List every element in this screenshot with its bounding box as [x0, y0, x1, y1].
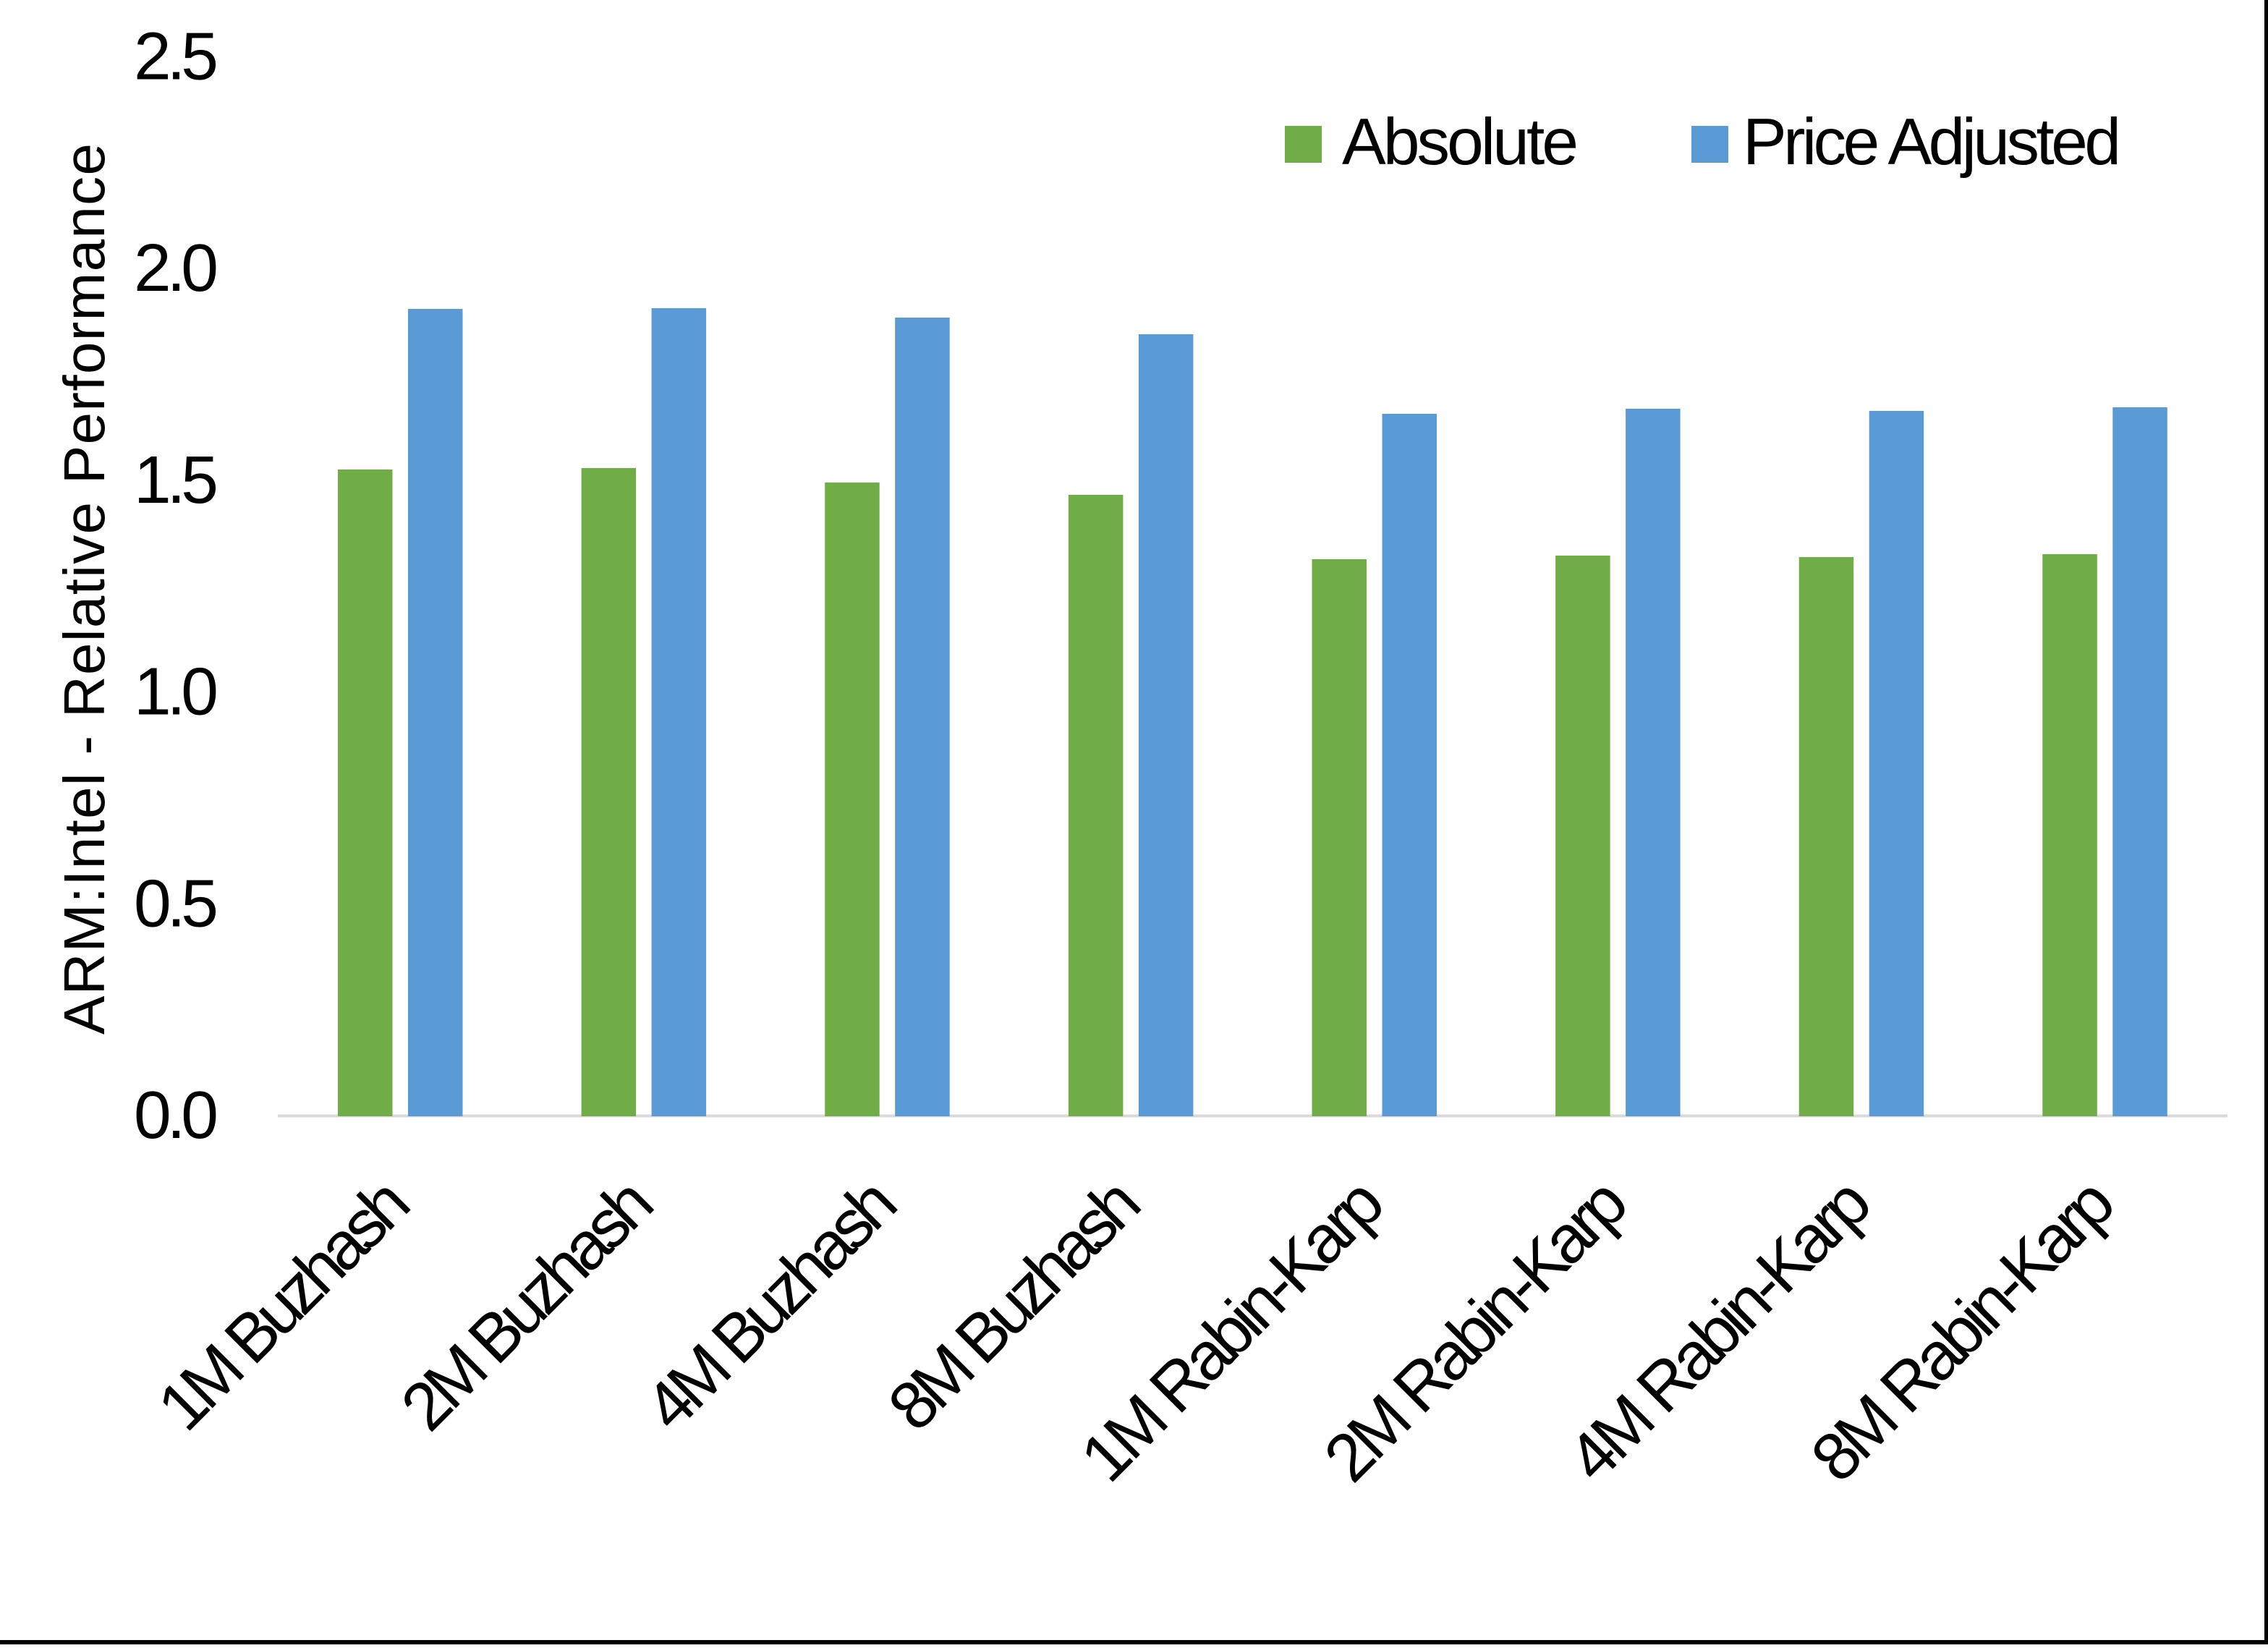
- svg-text:1.0: 1.0: [134, 654, 218, 729]
- svg-text:ARM:Intel - Relative Performan: ARM:Intel - Relative Performance: [52, 143, 116, 1035]
- svg-text:2.5: 2.5: [134, 19, 218, 94]
- svg-text:1.5: 1.5: [134, 442, 218, 517]
- svg-text:Price Adjusted: Price Adjusted: [1743, 106, 2121, 179]
- svg-text:Absolute: Absolute: [1342, 106, 1579, 179]
- svg-text:0.0: 0.0: [134, 1077, 218, 1152]
- svg-text:2.0: 2.0: [134, 230, 218, 305]
- svg-text:0.5: 0.5: [134, 865, 218, 940]
